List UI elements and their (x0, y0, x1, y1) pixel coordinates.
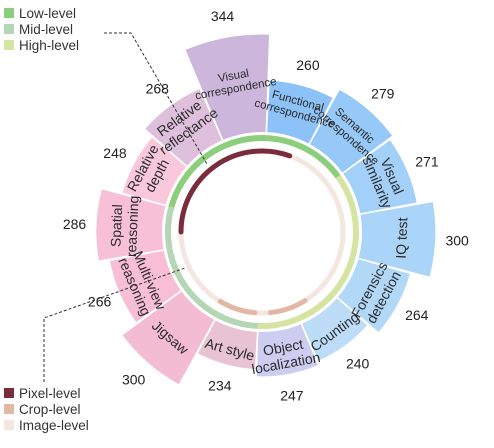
ring-separator (174, 144, 350, 320)
granularity-legend-item-image-level: Image-level (4, 417, 89, 433)
count-relative-depth: 248 (103, 145, 127, 161)
level-legend-label: Mid-level (19, 22, 73, 37)
level-arc-spatial-reasoning (168, 207, 171, 249)
count-spatial-reasoning: 286 (63, 216, 87, 232)
count-forensics-detection: 264 (405, 307, 429, 323)
count-functional-correspondence: 260 (296, 57, 320, 73)
granularity-legend-swatch (4, 420, 14, 430)
count-art-style: 234 (208, 378, 232, 394)
count-object-localization: 247 (280, 388, 304, 404)
granularity-legend-label: Pixel-level (19, 386, 81, 401)
count-relative-reflectance: 268 (146, 80, 170, 96)
count-multi-view-reasoning: 266 (88, 294, 112, 310)
count-counting: 240 (346, 355, 370, 371)
level-legend: Low-level Mid-level High-level (4, 5, 79, 53)
level-arc-iq-test (353, 215, 356, 257)
granularity-legend: Pixel-level Crop-level Image-level (4, 385, 89, 433)
granularity-legend-label: Crop-level (19, 402, 81, 417)
count-visual-similarity: 271 (415, 153, 439, 169)
label-iq-test: IQ test (393, 217, 411, 259)
level-legend-swatch (4, 24, 14, 34)
level-legend-item-high-level: High-level (4, 37, 79, 53)
count-semantic-correspondence: 279 (371, 85, 395, 101)
category-rings (168, 138, 356, 326)
granularity-legend-swatch (4, 404, 14, 414)
level-legend-swatch (4, 40, 14, 50)
granularity-legend-item-crop-level: Crop-level (4, 401, 89, 417)
granularity-legend-label: Image-level (19, 418, 89, 433)
level-legend-item-low-level: Low-level (4, 5, 79, 21)
level-legend-label: Low-level (19, 6, 76, 21)
level-legend-label: High-level (19, 38, 79, 53)
level-legend-swatch (4, 8, 14, 18)
level-legend-item-mid-level: Mid-level (4, 21, 79, 37)
count-iq-test: 300 (445, 233, 469, 249)
count-visual-correspondence: 344 (211, 8, 235, 24)
count-jigsaw: 300 (122, 371, 146, 387)
granularity-legend-item-pixel-level: Pixel-level (4, 385, 89, 401)
granularity-legend-swatch (4, 388, 14, 398)
